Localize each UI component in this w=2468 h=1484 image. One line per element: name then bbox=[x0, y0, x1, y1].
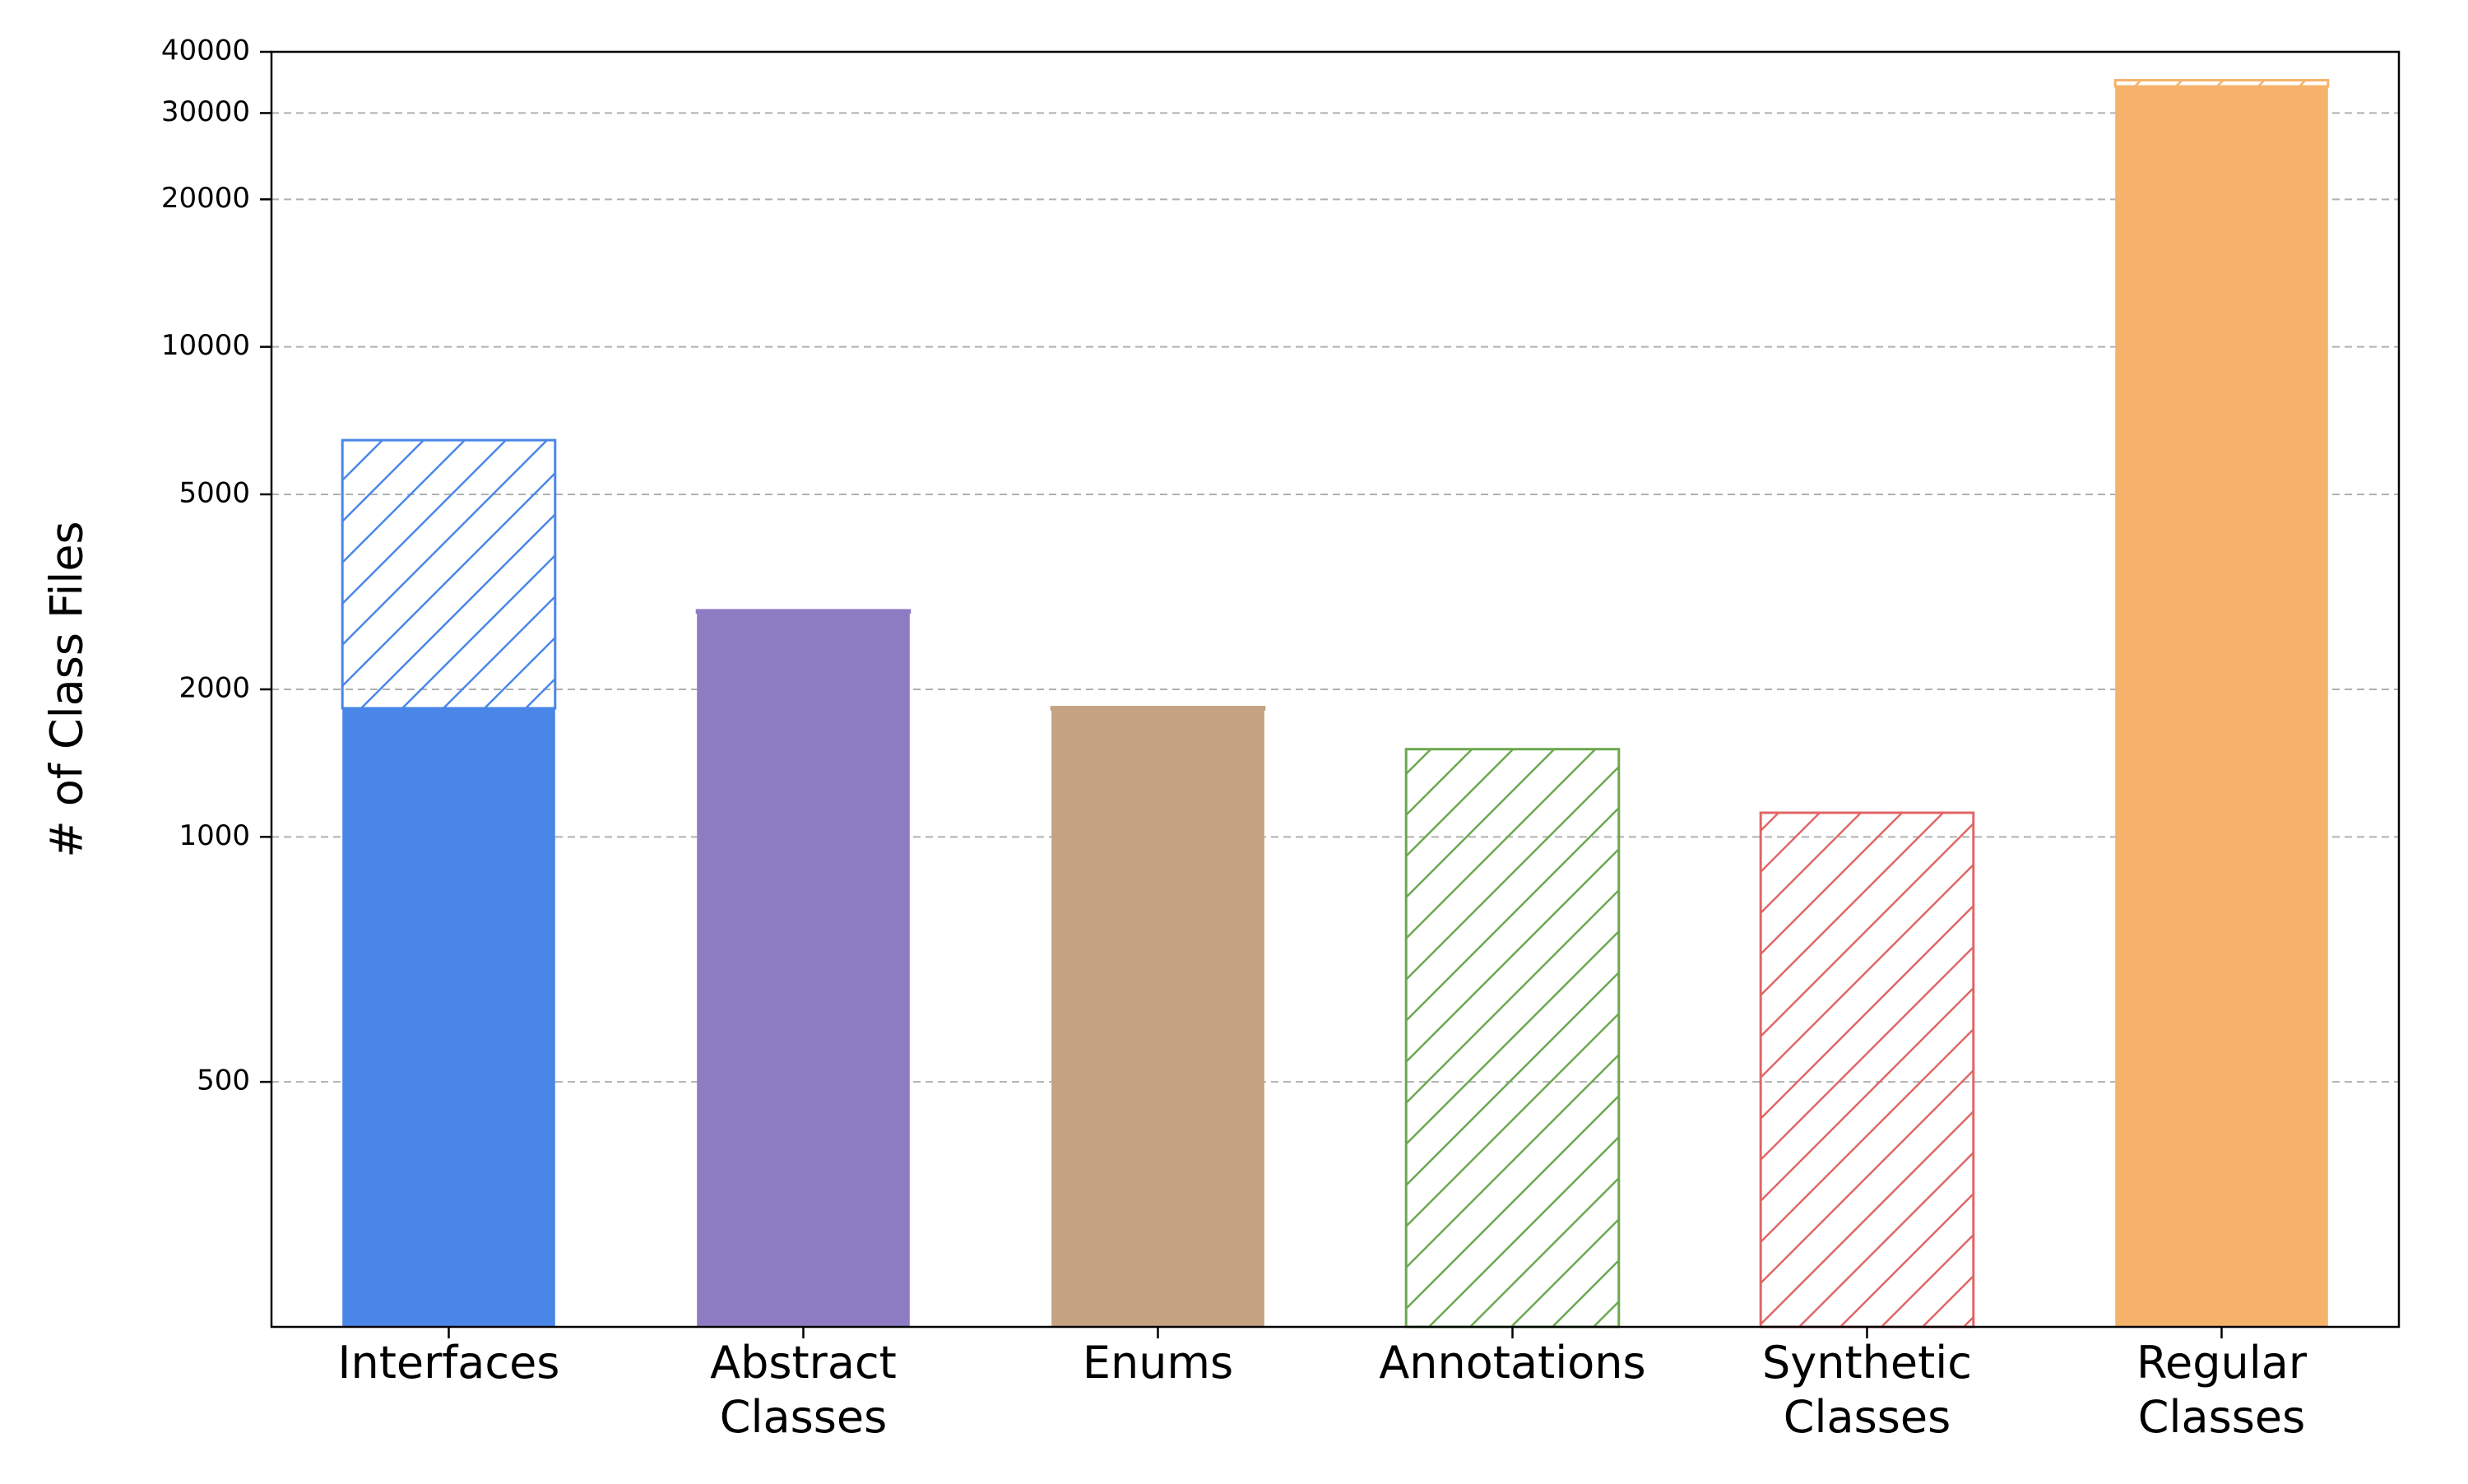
y-tick-label: 30000 bbox=[161, 95, 250, 128]
bar-hatched bbox=[1404, 748, 1621, 1329]
y-tick-label: 40000 bbox=[161, 35, 250, 67]
x-tick-label: Classes bbox=[1784, 1391, 1951, 1443]
x-tick-label: Classes bbox=[720, 1391, 887, 1443]
x-tick-label: Regular bbox=[2136, 1337, 2308, 1389]
bar-hatched bbox=[1050, 706, 1266, 711]
x-tick-label: Classes bbox=[2138, 1391, 2305, 1443]
y-tick-label: 1000 bbox=[179, 819, 250, 852]
x-tick-label: Interfaces bbox=[338, 1337, 560, 1389]
grid-lines bbox=[271, 112, 2399, 1083]
y-tick-label: 2000 bbox=[179, 672, 250, 705]
y-tick-label: 20000 bbox=[161, 182, 250, 215]
x-tick-label: Annotations bbox=[1379, 1337, 1645, 1389]
bar-hatched bbox=[2113, 79, 2330, 88]
y-tick-label: 5000 bbox=[179, 476, 250, 509]
bar-hatched bbox=[1759, 811, 1975, 1329]
y-tick-label: 500 bbox=[197, 1064, 250, 1097]
bars bbox=[341, 79, 2330, 1329]
y-axis-label: # of Class Files bbox=[41, 521, 93, 857]
x-tick-label: Enums bbox=[1083, 1337, 1233, 1389]
bar-solid bbox=[2115, 86, 2328, 1328]
bar-hatched bbox=[341, 438, 557, 710]
bar-solid bbox=[697, 612, 910, 1327]
y-tick-label: 10000 bbox=[161, 329, 250, 362]
y-axis-ticks: 500 1000 2000 5000 10000 20000 30000 40000 bbox=[161, 35, 271, 1097]
x-tick-label: Synthetic bbox=[1762, 1337, 1972, 1389]
x-tick-label: Abstract bbox=[710, 1337, 897, 1389]
bar-solid bbox=[1051, 709, 1264, 1327]
bar-solid bbox=[342, 707, 555, 1327]
bar-hatched bbox=[695, 609, 912, 614]
